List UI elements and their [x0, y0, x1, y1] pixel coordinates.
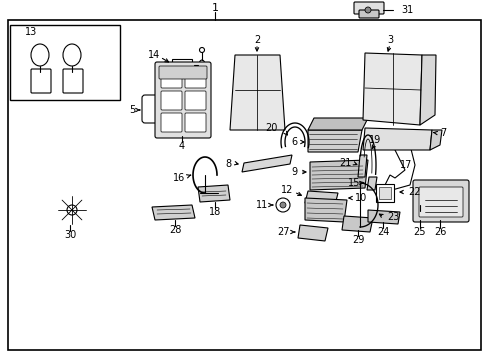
Bar	[172, 59, 192, 71]
Text: 20: 20	[265, 123, 278, 133]
FancyBboxPatch shape	[161, 91, 182, 110]
FancyBboxPatch shape	[418, 187, 462, 217]
Text: 10: 10	[354, 193, 366, 203]
Circle shape	[275, 198, 289, 212]
Text: 19: 19	[368, 135, 380, 145]
Polygon shape	[419, 55, 435, 125]
Text: 3: 3	[386, 35, 392, 45]
Text: 30: 30	[64, 230, 76, 240]
Polygon shape	[309, 160, 367, 190]
Text: 22: 22	[407, 187, 420, 197]
Circle shape	[414, 211, 424, 221]
Text: 13: 13	[25, 27, 37, 37]
Text: 4: 4	[179, 141, 184, 151]
Bar	[378, 187, 390, 199]
Bar	[415, 200, 423, 205]
FancyBboxPatch shape	[161, 113, 182, 132]
Text: 23: 23	[386, 212, 399, 222]
Text: 9: 9	[291, 167, 297, 177]
Polygon shape	[366, 177, 376, 190]
Text: 1: 1	[211, 3, 218, 13]
Ellipse shape	[63, 44, 81, 66]
Polygon shape	[305, 191, 337, 205]
FancyBboxPatch shape	[358, 10, 378, 18]
Text: 8: 8	[225, 159, 231, 169]
Text: 6: 6	[291, 137, 297, 147]
Text: 5: 5	[128, 105, 135, 115]
FancyBboxPatch shape	[155, 62, 210, 138]
Polygon shape	[305, 198, 346, 222]
FancyBboxPatch shape	[412, 180, 468, 222]
Text: 16: 16	[172, 173, 184, 183]
Bar	[10, 25, 120, 100]
FancyBboxPatch shape	[184, 113, 205, 132]
Text: 15: 15	[347, 178, 359, 188]
Text: 31: 31	[400, 5, 412, 15]
Polygon shape	[384, 142, 414, 190]
Text: 2: 2	[253, 35, 260, 45]
Text: 11: 11	[255, 200, 267, 210]
Text: 27: 27	[277, 227, 289, 237]
FancyBboxPatch shape	[31, 69, 51, 93]
Polygon shape	[429, 130, 441, 150]
Text: 26: 26	[433, 227, 445, 237]
FancyBboxPatch shape	[353, 2, 383, 14]
Polygon shape	[307, 118, 367, 130]
Polygon shape	[307, 130, 361, 152]
Polygon shape	[242, 155, 291, 172]
Text: 24: 24	[376, 227, 388, 237]
Ellipse shape	[199, 60, 204, 70]
Text: 14: 14	[148, 50, 160, 60]
Polygon shape	[341, 216, 372, 232]
Ellipse shape	[31, 44, 49, 66]
Circle shape	[280, 202, 285, 208]
Text: 28: 28	[168, 225, 181, 235]
FancyBboxPatch shape	[161, 69, 182, 88]
Text: 18: 18	[208, 207, 221, 217]
Text: 25: 25	[413, 227, 426, 237]
Circle shape	[364, 7, 370, 13]
Circle shape	[67, 205, 77, 215]
Polygon shape	[198, 185, 229, 202]
Ellipse shape	[199, 48, 204, 53]
FancyBboxPatch shape	[142, 95, 160, 123]
Text: 12: 12	[280, 185, 292, 195]
Bar	[375, 184, 393, 202]
Polygon shape	[362, 53, 421, 125]
FancyBboxPatch shape	[63, 69, 83, 93]
Polygon shape	[357, 155, 366, 177]
FancyBboxPatch shape	[184, 69, 205, 88]
Text: 7: 7	[439, 128, 446, 138]
Polygon shape	[229, 55, 285, 130]
FancyBboxPatch shape	[159, 66, 206, 79]
Text: 21: 21	[339, 158, 351, 168]
FancyBboxPatch shape	[184, 91, 205, 110]
Polygon shape	[362, 128, 431, 150]
Polygon shape	[152, 205, 195, 220]
Text: 29: 29	[351, 235, 364, 245]
Polygon shape	[297, 225, 327, 241]
Text: 17: 17	[399, 160, 411, 170]
Polygon shape	[367, 210, 399, 224]
